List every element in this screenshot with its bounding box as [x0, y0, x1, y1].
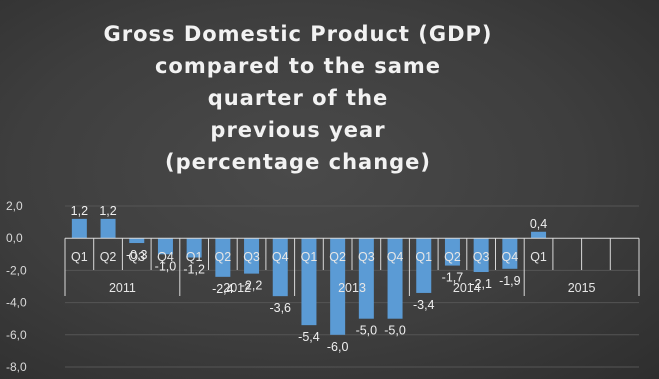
chart-title-line: Gross Domestic Product (GDP)	[103, 22, 492, 46]
bar	[330, 238, 346, 335]
data-label: -2,1	[470, 277, 492, 291]
quarter-label: Q1	[71, 250, 88, 264]
y-tick-label: 0,0	[6, 231, 23, 245]
quarter-label: Q4	[157, 250, 174, 264]
data-label: -5,0	[356, 324, 378, 338]
data-label: -1,0	[155, 259, 177, 273]
bar	[358, 238, 374, 319]
bar	[416, 238, 432, 293]
data-label: -0,3	[126, 248, 148, 262]
quarter-label: Q3	[473, 250, 490, 264]
bar	[473, 238, 489, 273]
data-label: 1,2	[99, 204, 116, 218]
quarter-label: Q1	[415, 250, 432, 264]
quarter-label: Q1	[301, 250, 318, 264]
chart-title: Gross Domestic Product (GDP) compared to …	[103, 22, 492, 174]
quarter-label: Q1	[530, 250, 547, 264]
data-label: -3,4	[413, 298, 435, 312]
year-label: 2011	[109, 281, 136, 295]
bar	[71, 218, 87, 239]
bar	[387, 238, 403, 319]
quarter-label: Q2	[329, 250, 346, 264]
year-label: 2015	[568, 281, 596, 295]
bar	[502, 238, 518, 269]
chart-title-line: previous year	[210, 118, 385, 142]
data-label: 0,4	[530, 217, 547, 231]
bars	[71, 218, 547, 335]
y-tick-label: -2,0	[6, 263, 27, 277]
bar	[444, 238, 460, 266]
y-tick-label: 2,0	[6, 199, 23, 213]
quarter-label: Q2	[215, 250, 232, 264]
bar	[215, 238, 231, 277]
quarter-label: Q1	[186, 250, 203, 264]
data-labels: 1,2 1,2 -0,3 -1,0 -1,2 -2,4 -2,2 -3,6 -5,4 -6,0 -5…	[71, 204, 548, 354]
year-label: 2012	[223, 281, 251, 295]
quarter-label: Q4	[387, 250, 404, 264]
gridlines	[65, 205, 639, 368]
bar	[157, 238, 173, 255]
quarter-label: Q4	[502, 250, 519, 264]
quarter-label: Q3	[358, 250, 375, 264]
chart-title-line: compared to the same	[155, 54, 441, 78]
data-label: -5,4	[298, 330, 320, 344]
category-axis: Q1 Q2 Q3 Q4 2011 Q1 Q2 Q3 Q4 2012 Q1 Q2 Q3 Q4 2013 Q1 Q2…	[64, 237, 640, 296]
bar	[100, 218, 116, 239]
data-label: -3,6	[269, 301, 291, 315]
bar	[531, 231, 547, 239]
data-label: -1,9	[499, 274, 521, 288]
bar	[129, 238, 145, 244]
quarter-label: Q3	[128, 250, 145, 264]
year-label: 2013	[338, 281, 366, 295]
data-label: -1,7	[442, 271, 464, 285]
quarter-label: Q3	[243, 250, 260, 264]
data-label: -2,4	[212, 282, 234, 296]
data-label: 1,2	[71, 204, 88, 218]
y-tick-label: -6,0	[6, 328, 27, 342]
quarter-label: Q4	[272, 250, 289, 264]
bar	[272, 238, 288, 297]
data-label: -5,0	[384, 324, 406, 338]
quarter-label: Q2	[444, 250, 461, 264]
bar	[244, 238, 260, 274]
chart-title-line: quarter of the	[208, 86, 389, 110]
y-axis-tick-labels: 2,0 0,0 -2,0 -4,0 -6,0 -8,0	[6, 199, 27, 374]
y-tick-label: -8,0	[6, 360, 27, 374]
data-label: -6,0	[327, 340, 349, 354]
data-label: -2,2	[241, 279, 263, 293]
chart-title-line: (percentage change)	[165, 150, 431, 174]
bar	[301, 238, 317, 326]
data-label: -1,2	[183, 263, 205, 277]
y-tick-label: -4,0	[6, 296, 27, 310]
year-label: 2014	[453, 281, 481, 295]
quarter-label: Q2	[100, 250, 117, 264]
bar	[186, 238, 202, 258]
